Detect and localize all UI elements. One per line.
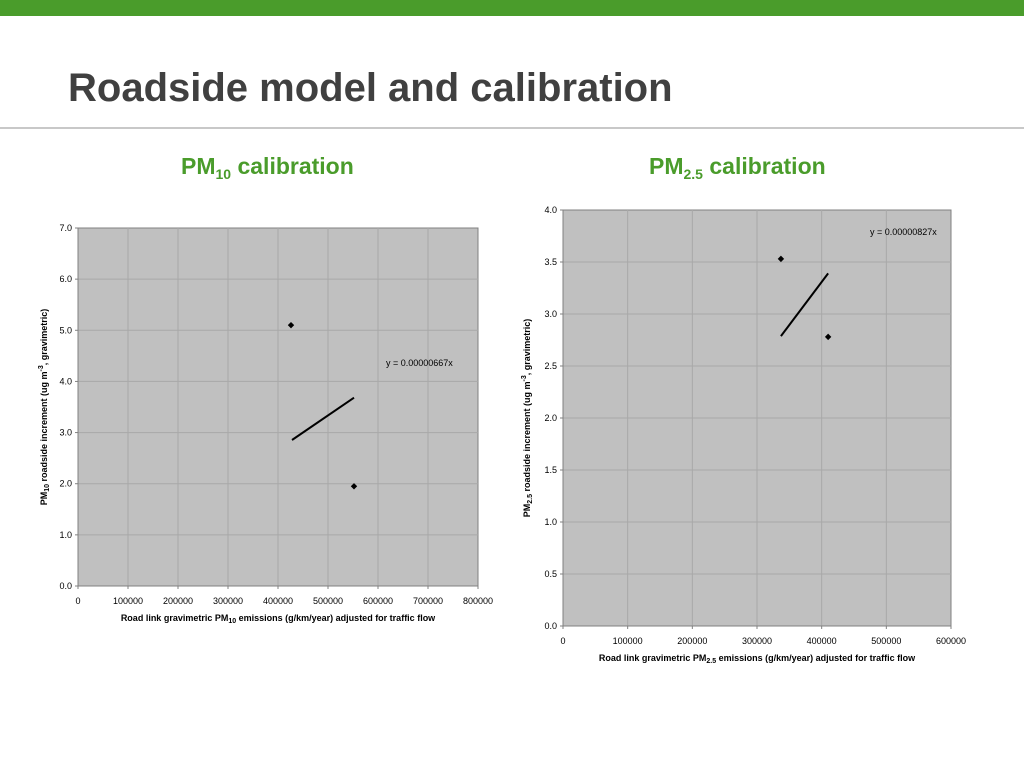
x-tick-label: 200000 [677, 636, 707, 646]
chart-heading-pm10: PM10 calibration [181, 151, 354, 181]
x-label-subscript: 10 [228, 618, 236, 625]
y-label-subscript: 10 [44, 484, 51, 492]
slide-title: Roadside model and calibration [68, 66, 673, 110]
chart-2: 0.0 0.5 1.0 1.5 2.0 2.5 3.0 3.5 4.0 0 100000 200000… [521, 205, 966, 665]
y-tick-label: 2.0 [544, 413, 557, 423]
data-point [287, 321, 295, 329]
trendline-equation: y = 0.00000667x [386, 358, 453, 368]
y-tick-label: 0.0 [544, 621, 557, 631]
y-tick-label: 4.0 [59, 376, 72, 386]
x-label-suffix: emissions (g/km/year) adjusted for traff… [236, 613, 436, 623]
x-tick-label: 600000 [363, 596, 393, 606]
title-divider [0, 127, 1024, 129]
chart-heading-pm25: PM2.5 calibration [649, 151, 826, 181]
trendline-equation: y = 0.00000827x [870, 227, 937, 237]
y-tick-label: 3.5 [544, 257, 557, 267]
heading-suffix: calibration [231, 153, 354, 179]
x-tick-label: 600000 [936, 636, 966, 646]
y-axis-label: PM2.5 roadside increment (ug m-3, gravim… [521, 319, 534, 518]
y-tick-label: 7.0 [59, 223, 72, 233]
x-tick-label: 700000 [413, 596, 443, 606]
x-tick-label: 500000 [313, 596, 343, 606]
x-label-subscript: 2.5 [706, 658, 716, 665]
heading-subscript: 10 [215, 166, 232, 182]
y-tick-label: 0.5 [544, 569, 557, 579]
x-tick-label: 400000 [807, 636, 837, 646]
y-tick-label: 4.0 [544, 205, 557, 215]
x-tick-label: 300000 [213, 596, 243, 606]
x-tick-label: 100000 [113, 596, 143, 606]
trendline [291, 396, 355, 441]
x-label-suffix: emissions (g/km/year) adjusted for traff… [716, 653, 916, 663]
y-tick-label: 0.0 [59, 581, 72, 591]
y-label-superscript: -3 [521, 375, 528, 381]
y-label-suffix: , gravimetric) [522, 319, 532, 376]
x-tick-label: 300000 [742, 636, 772, 646]
x-label-prefix: Road link gravimetric PM [599, 653, 707, 663]
data-point [777, 255, 785, 263]
data-point [824, 333, 832, 341]
y-label-middle: roadside increment (ug m [39, 371, 49, 484]
y-label-prefix: PM [522, 504, 532, 518]
y-label-suffix: , gravimetric) [39, 309, 49, 366]
heading-suffix: calibration [702, 153, 826, 179]
y-tick-label: 1.5 [544, 465, 557, 475]
y-tick-label: 1.0 [59, 530, 72, 540]
y-tick-label: 1.0 [544, 517, 557, 527]
x-tick-label: 500000 [871, 636, 901, 646]
heading-prefix: PM [181, 153, 216, 179]
x-tick-label: 800000 [463, 596, 493, 606]
x-tick-label: 100000 [613, 636, 643, 646]
top-accent-bar [0, 0, 1024, 16]
y-label-prefix: PM [39, 492, 49, 506]
y-tick-label: 2.5 [544, 361, 557, 371]
y-label-middle: roadside increment (ug m [522, 382, 532, 495]
x-axis-label: Road link gravimetric PM2.5 emissions (g… [599, 653, 916, 665]
y-tick-label: 3.0 [59, 428, 72, 438]
y-label-superscript: -3 [38, 365, 45, 371]
x-tick-label: 400000 [263, 596, 293, 606]
x-tick-label: 0 [560, 636, 565, 646]
x-tick-label: 0 [75, 596, 80, 606]
data-point [350, 483, 358, 490]
trendline [780, 272, 829, 337]
x-label-prefix: Road link gravimetric PM [121, 613, 229, 623]
x-axis-label: Road link gravimetric PM10 emissions (g/… [121, 613, 436, 625]
y-tick-label: 5.0 [59, 325, 72, 335]
y-tick-label: 2.0 [59, 479, 72, 489]
y-tick-label: 6.0 [59, 274, 72, 284]
heading-prefix: PM [649, 153, 684, 179]
y-tick-label: 3.0 [544, 309, 557, 319]
y-axis-label: PM10 roadside increment (ug m-3, gravime… [38, 309, 51, 506]
chart-1: 0.0 1.0 2.0 3.0 4.0 5.0 6.0 7.0 0 100000 200000 300… [38, 223, 493, 625]
x-tick-label: 200000 [163, 596, 193, 606]
heading-subscript: 2.5 [683, 166, 703, 182]
y-label-subscript: 2.5 [527, 494, 534, 504]
